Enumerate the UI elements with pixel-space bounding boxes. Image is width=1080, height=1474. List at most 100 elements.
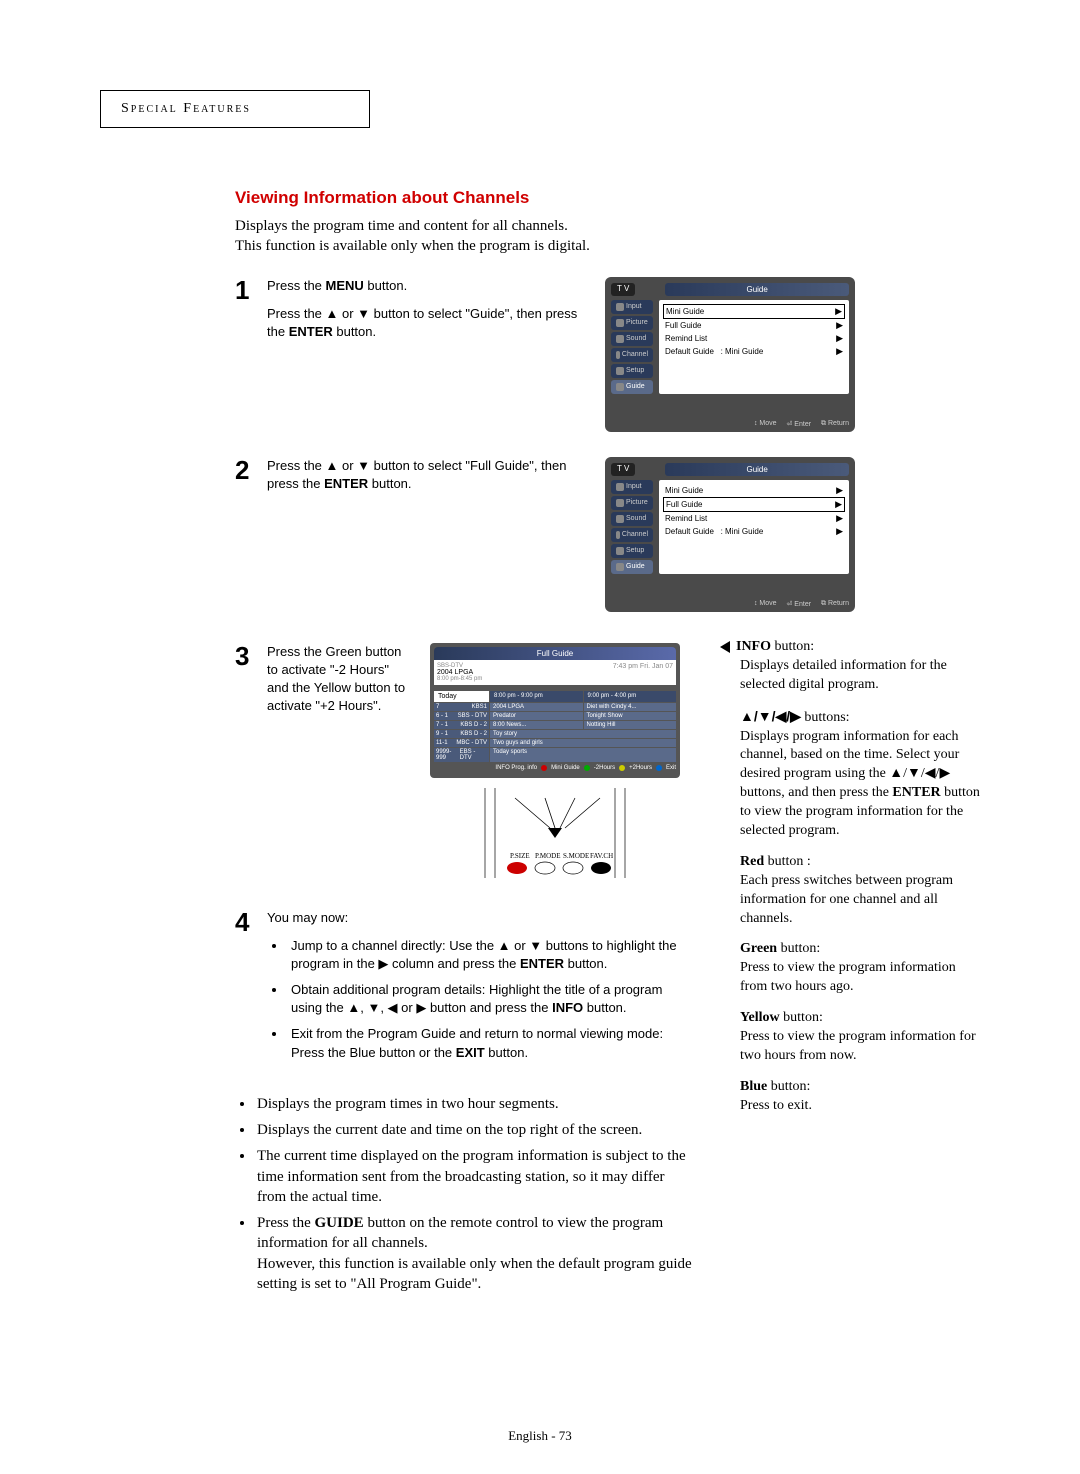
right-yellow-body: Press to view the program information fo… xyxy=(740,1029,976,1063)
input-icon xyxy=(616,303,624,311)
osd-footer-enter: ⏎ Enter xyxy=(787,420,812,428)
lower-bullet-3: The current time displayed on the progra… xyxy=(255,1146,695,1207)
fg-legend-exit: Exit xyxy=(666,765,676,771)
osd-main: Mini Guide▶ Full Guide▶ Remind List▶ Def… xyxy=(659,300,849,394)
osd-tab-sound: Sound xyxy=(626,515,646,522)
fg-program: Today sports xyxy=(490,748,676,762)
right-info-suffix: button: xyxy=(771,639,814,654)
fg-row: 7KBS12004 LPGADiet with Cindy 4... xyxy=(434,703,676,711)
fg-program: Predator xyxy=(490,712,583,720)
step-4-lead: You may now: xyxy=(267,909,685,927)
osd-tab-input: Input xyxy=(626,303,642,310)
osd-tab-setup: Setup xyxy=(626,547,644,554)
osd-footer-enter: ⏎ Enter xyxy=(787,600,812,608)
fg-program: Notting Hill xyxy=(584,721,677,729)
right-red-suffix: button : xyxy=(764,854,811,869)
osd-row-default-val: : Mini Guide xyxy=(721,527,764,536)
osd-tab-setup: Setup xyxy=(626,367,644,374)
osd-banner: Guide xyxy=(665,463,849,476)
fg-legend-mini: Mini Guide xyxy=(551,765,580,771)
remote-label-favch: FAV.CH xyxy=(590,852,613,860)
step-1-row: 1 Press the MENU button. Press the ▲ or … xyxy=(235,277,980,457)
fg-grid: Today 8:00 pm - 9:00 pm 9:00 pm - 4:00 p… xyxy=(434,691,676,762)
enter-keyword: ENTER xyxy=(324,476,368,491)
right-yellow-title: Yellow xyxy=(740,1010,780,1025)
lower-bullet-2: Displays the current date and time on th… xyxy=(255,1120,695,1140)
right-red-body: Each press switches between program info… xyxy=(740,873,953,926)
osd-main: Mini Guide▶ Full Guide▶ Remind List▶ Def… xyxy=(659,480,849,574)
exit-keyword: EXIT xyxy=(456,1045,485,1060)
fg-channel: 9 - 1KBS D - 2 xyxy=(434,730,489,738)
right-nav-suffix: buttons: xyxy=(801,710,850,725)
osd-row-mini: Mini Guide xyxy=(665,486,703,495)
right-green-suffix: button: xyxy=(777,941,820,956)
arrow-icon: ▶ xyxy=(836,485,843,496)
right-blue: Blue button: Press to exit. xyxy=(720,1078,980,1116)
fg-info-title: 2004 LPGA xyxy=(437,669,609,676)
right-green-title: Green xyxy=(740,941,777,956)
osd-footer: ↕ Move ⏎ Enter ⧉ Return xyxy=(754,420,849,428)
step-1-text: Press the xyxy=(267,278,326,293)
osd-row-default-val: : Mini Guide xyxy=(721,347,764,356)
input-icon xyxy=(616,483,624,491)
step-4-number: 4 xyxy=(235,909,255,1070)
arrow-icon: ▶ xyxy=(836,346,843,357)
step-2-number: 2 xyxy=(235,457,255,503)
right-red-title: Red xyxy=(740,854,764,869)
guide-icon xyxy=(616,563,624,571)
osd-tv-label: T V xyxy=(611,463,635,476)
channel-icon xyxy=(616,351,620,359)
arrow-icon: ▶ xyxy=(836,513,843,524)
fg-time-2: 9:00 pm - 4:00 pm xyxy=(584,691,677,702)
intro-line-1: Displays the program time and content fo… xyxy=(235,218,568,234)
osd-footer-move: ↕ Move xyxy=(754,600,777,608)
fg-channel: 7 - 1KBS D - 2 xyxy=(434,721,489,729)
osd-row-remind: Remind List xyxy=(665,514,707,523)
osd-tab-channel: Channel xyxy=(622,351,648,358)
guide-icon xyxy=(616,383,624,391)
step-2-body: Press the ▲ or ▼ button to select "Full … xyxy=(267,457,595,503)
osd-tab-picture: Picture xyxy=(626,499,648,506)
s4-b1-end: button. xyxy=(564,956,607,971)
fg-channel: 11-1MBC - DTV xyxy=(434,739,489,747)
right-yellow-suffix: button: xyxy=(780,1010,823,1025)
fg-legend: INFO Prog. info Mini Guide -2Hours +2Hou… xyxy=(434,762,676,774)
right-info-title: INFO xyxy=(736,639,771,654)
right-blue-suffix: button: xyxy=(767,1079,810,1094)
step-2-text-end: button. xyxy=(368,476,411,491)
arrow-icon: ▶ xyxy=(835,499,842,510)
osd-tv-label: T V xyxy=(611,283,635,296)
setup-icon xyxy=(616,367,624,375)
right-info: INFO button: Displays detailed informati… xyxy=(720,638,980,695)
right-info-body: Displays detailed information for the se… xyxy=(720,657,980,695)
fg-legend-p2: +2Hours xyxy=(629,765,652,771)
fg-info: SBS-DTV 2004 LPGA 8:00 pm-8:45 pm 7:43 p… xyxy=(434,660,676,685)
fg-legend-m2: -2Hours xyxy=(594,765,615,771)
picture-icon xyxy=(616,319,624,327)
osd-banner: Guide xyxy=(665,283,849,296)
fg-channel: 6 - 1SBS - DTV xyxy=(434,712,489,720)
step-3-number: 3 xyxy=(235,643,255,726)
right-green: Green button: Press to view the program … xyxy=(720,940,980,997)
red-dot-icon xyxy=(541,765,547,771)
osd-footer: ↕ Move ⏎ Enter ⧉ Return xyxy=(754,600,849,608)
step-3-text: Press the Green button to activate "-2 H… xyxy=(267,643,410,716)
arrow-icon: ▶ xyxy=(836,526,843,537)
osd-tab-guide: Guide xyxy=(626,383,645,390)
yellow-dot-icon xyxy=(619,765,625,771)
right-nav: ▲/▼/◀/▶ buttons: Displays program inform… xyxy=(720,707,980,841)
s4-b2-end: button. xyxy=(583,1000,626,1015)
full-guide-screenshot: Full Guide SBS-DTV 2004 LPGA 8:00 pm-8:4… xyxy=(430,643,680,893)
picture-icon xyxy=(616,499,624,507)
step-2-text: Press the ▲ or ▼ button to select "Full … xyxy=(267,458,566,491)
osd-sidebar: Input Picture Sound Channel Setup Guide xyxy=(611,480,653,574)
osd-sidebar: Input Picture Sound Channel Setup Guide xyxy=(611,300,653,394)
enter-keyword: ENTER xyxy=(892,785,940,800)
triangle-icon xyxy=(720,641,730,653)
fg-program: Tonight Show xyxy=(584,712,677,720)
enter-keyword: ENTER xyxy=(289,324,333,339)
fg-row: 9 - 1KBS D - 2Toy story xyxy=(434,730,676,738)
page: Special Features Viewing Information abo… xyxy=(0,0,1080,1474)
remote-label-smode: S.MODE xyxy=(563,852,589,860)
fg-program: Toy story xyxy=(490,730,676,738)
